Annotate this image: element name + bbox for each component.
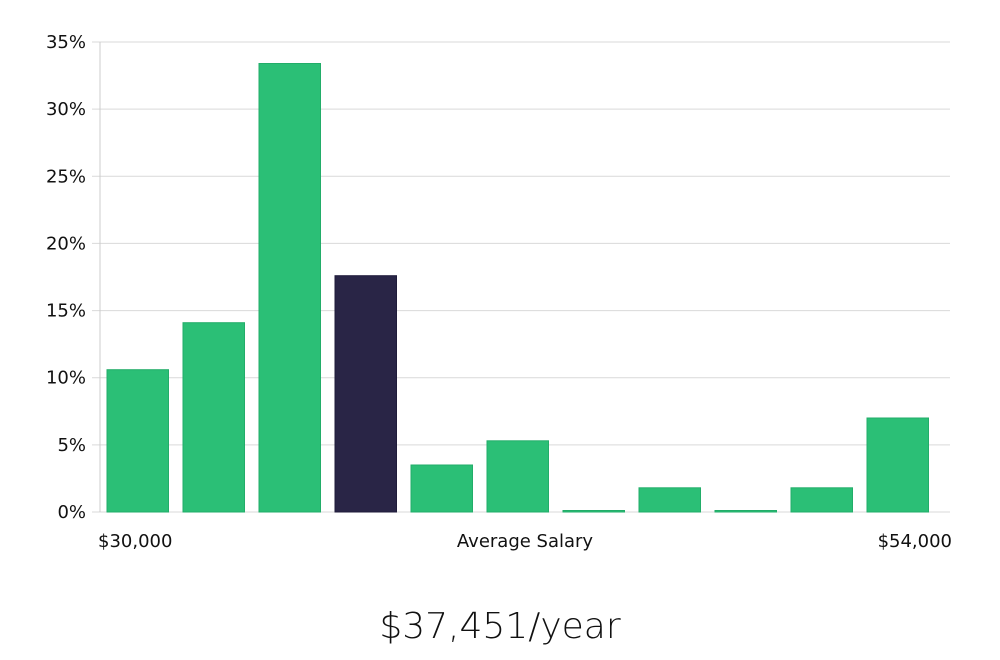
x-axis-max-label: $54,000 [878,531,952,552]
y-tick-label: 35% [46,32,86,53]
y-axis-ticks: 0% 5% 10% 15% 20% 25% 30% 35% [46,32,86,523]
bar [714,510,777,513]
bar-highlight [334,275,397,513]
y-tick-label: 10% [46,368,86,389]
y-tick-label: 5% [57,435,86,456]
y-tick-label: 30% [46,99,86,120]
bar [258,63,321,513]
bars [106,63,929,513]
bar [410,464,473,513]
y-tick-label: 0% [57,502,86,523]
y-tick-label: 20% [46,233,86,254]
x-axis-title: Average Salary [457,531,594,552]
bar [638,487,701,513]
bar [562,510,625,513]
bar [790,487,853,513]
bar [106,369,169,513]
bar [486,440,549,513]
y-tick-label: 25% [46,166,86,187]
average-salary-value: $37,451/year [379,606,621,647]
y-tick-label: 15% [46,301,86,322]
bar [182,322,245,513]
salary-histogram: 0% 5% 10% 15% 20% 25% 30% 35% $30,000 Average S… [46,32,952,552]
x-axis-min-label: $30,000 [98,531,172,552]
bar [866,417,929,513]
